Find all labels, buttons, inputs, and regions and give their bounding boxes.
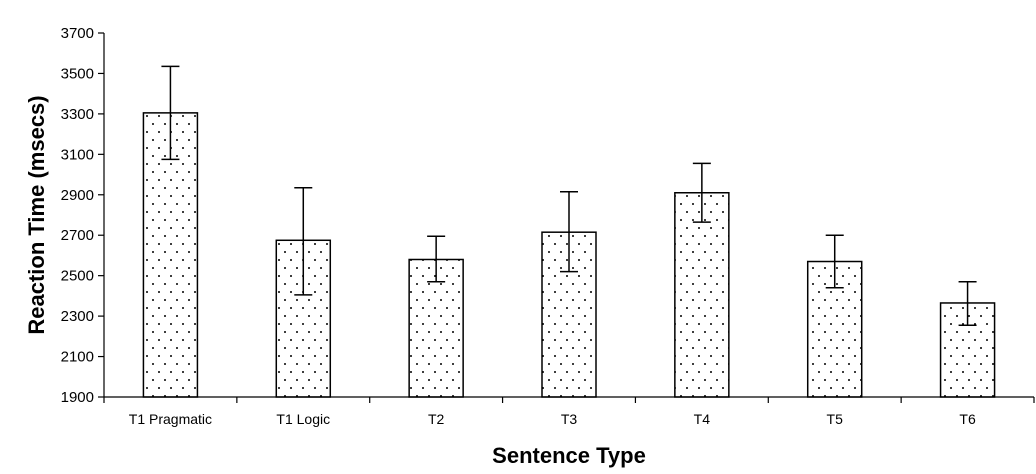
y-tick-label: 2100: [61, 349, 94, 366]
y-tick-label: 3500: [61, 65, 94, 82]
x-axis-title: Sentence Type: [492, 443, 646, 468]
bar: [541, 231, 597, 398]
y-axis-title: Reaction Time (msecs): [24, 95, 49, 334]
x-axis: T1 Pragmatic T1 Logic T2 T3 T4 T5 T6: [103, 396, 1035, 427]
x-tick-label: T4: [694, 411, 711, 427]
y-tick-label: 2700: [61, 227, 94, 244]
x-tick-label: T1 Logic: [276, 411, 330, 427]
y-axis: 1900 2100 2300 2500 2700 2900 3100 3300 3500 3700: [61, 25, 105, 406]
y-tick-label: 2900: [61, 187, 94, 204]
y-tick-label: 1900: [61, 389, 94, 406]
x-tick-label: T3: [561, 411, 578, 427]
x-tick-label: T1 Pragmatic: [129, 411, 212, 427]
y-tick-label: 3700: [61, 25, 94, 42]
bars: [142, 65, 996, 398]
y-tick-label: 2300: [61, 308, 94, 325]
y-tick-label: 3300: [61, 106, 94, 123]
y-tick-label: 3100: [61, 146, 94, 163]
x-tick-label: T6: [959, 411, 976, 427]
x-tick-label: T5: [827, 411, 844, 427]
bar: [142, 112, 199, 398]
bar: [674, 192, 730, 398]
y-tick-label: 2500: [61, 268, 94, 285]
x-tick-label: T2: [428, 411, 445, 427]
